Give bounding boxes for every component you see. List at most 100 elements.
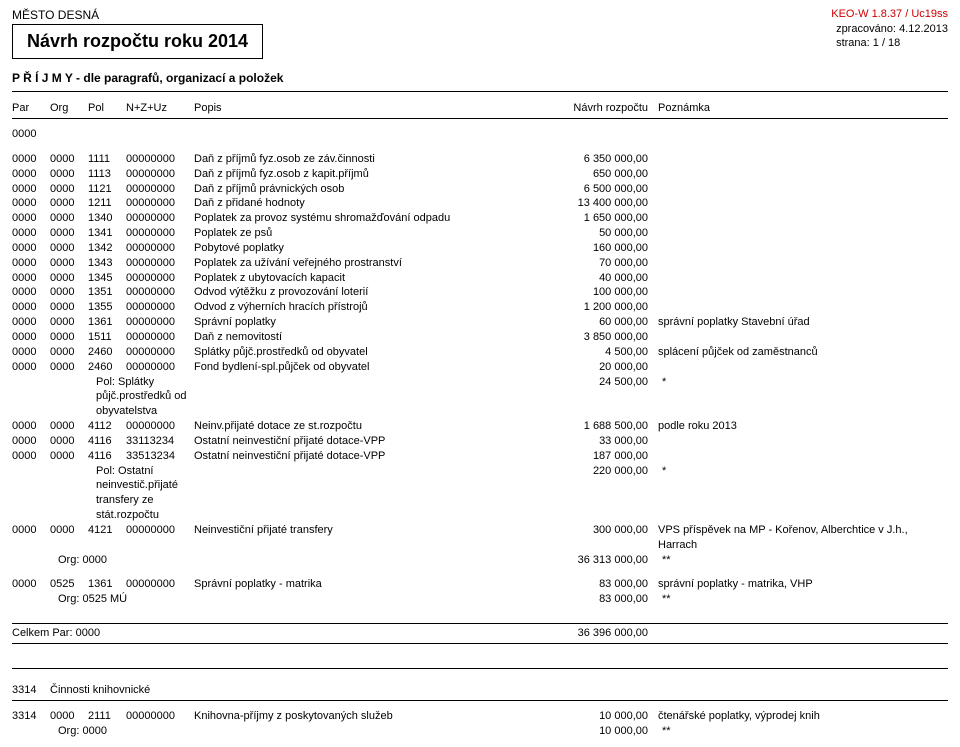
table-row: 00000525136100000000Správní poplatky - m… bbox=[12, 577, 948, 592]
cell-par: 0000 bbox=[12, 271, 50, 286]
section2-heading: 3314 Činnosti knihovnické bbox=[12, 683, 948, 698]
cell-pozn bbox=[658, 256, 948, 271]
cell-navrh: 650 000,00 bbox=[548, 167, 658, 182]
cell-org: 0000 bbox=[50, 152, 88, 167]
cell-org: 0000 bbox=[50, 315, 88, 330]
section-heading: P Ř Í J M Y - dle paragrafů, organizací … bbox=[12, 71, 948, 85]
cell-par: 0000 bbox=[12, 523, 50, 553]
cell-nz: 00000000 bbox=[126, 196, 194, 211]
cell-nz: 00000000 bbox=[126, 709, 194, 724]
subtotal-org3-star: ** bbox=[658, 724, 948, 739]
cell-par: 3314 bbox=[12, 709, 50, 724]
subtotal-org2-popis: 0525 MÚ bbox=[82, 593, 127, 605]
zprac-label: zpracováno: bbox=[836, 23, 896, 35]
cell-pol: 1361 bbox=[88, 577, 126, 592]
cell-org: 0000 bbox=[50, 300, 88, 315]
cell-pozn: správní poplatky Stavební úřad bbox=[658, 315, 948, 330]
cell-nz: 00000000 bbox=[126, 226, 194, 241]
cell-pol: 1340 bbox=[88, 211, 126, 226]
cell-popis: Daň z příjmů fyz.osob ze záv.činnosti bbox=[194, 152, 548, 167]
col-par: Par bbox=[12, 102, 50, 114]
cell-navrh: 3 850 000,00 bbox=[548, 330, 658, 345]
cell-navrh: 187 000,00 bbox=[548, 449, 658, 464]
cell-org: 0000 bbox=[50, 449, 88, 464]
header-top: MĚSTO DESNÁ KEO-W 1.8.37 / Uc19ss bbox=[12, 8, 948, 22]
cell-pozn bbox=[658, 271, 948, 286]
cell-pozn bbox=[658, 196, 948, 211]
divider-celkem-bottom bbox=[12, 643, 948, 644]
subtotal-org1-navrh: 36 313 000,00 bbox=[548, 553, 658, 568]
cell-pozn: čtenářské poplatky, výprodej knih bbox=[658, 709, 948, 724]
cell-pol: 4116 bbox=[88, 449, 126, 464]
cell-popis: Daň z příjmů fyz.osob z kapit.příjmů bbox=[194, 167, 548, 182]
title-box: Návrh rozpočtu roku 2014 bbox=[12, 24, 263, 59]
cell-nz: 00000000 bbox=[126, 182, 194, 197]
cell-navrh: 20 000,00 bbox=[548, 360, 658, 375]
cell-popis: Odvod výtěžku z provozování loterií bbox=[194, 285, 548, 300]
cell-org: 0000 bbox=[50, 167, 88, 182]
cell-nz: 00000000 bbox=[126, 152, 194, 167]
cell-navrh: 1 650 000,00 bbox=[548, 211, 658, 226]
cell-pol: 1111 bbox=[88, 152, 126, 167]
cell-org: 0000 bbox=[50, 211, 88, 226]
table-row: 00000000412100000000Neinvestiční přijaté… bbox=[12, 523, 948, 553]
celkem-par-row: Celkem Par: 0000 36 396 000,00 bbox=[12, 626, 948, 641]
cell-par: 0000 bbox=[12, 315, 50, 330]
cell-par: 0000 bbox=[12, 211, 50, 226]
cell-nz: 00000000 bbox=[126, 271, 194, 286]
cell-pozn bbox=[658, 330, 948, 345]
cell-pozn bbox=[658, 449, 948, 464]
cell-popis: Daň z nemovitostí bbox=[194, 330, 548, 345]
col-org: Org bbox=[50, 102, 88, 114]
cell-navrh: 1 688 500,00 bbox=[548, 419, 658, 434]
cell-pozn bbox=[658, 360, 948, 375]
cell-pozn bbox=[658, 152, 948, 167]
divider-sec2-top bbox=[12, 668, 948, 669]
cell-pol: 4112 bbox=[88, 419, 126, 434]
celkem-label: Celkem Par: bbox=[12, 627, 73, 639]
subtotal-pol1-label: Pol: bbox=[96, 376, 115, 388]
cell-nz: 00000000 bbox=[126, 360, 194, 375]
table-row: 00000000411633513234Ostatní neinvestiční… bbox=[12, 449, 948, 464]
cell-par: 0000 bbox=[12, 360, 50, 375]
cell-par: 0000 bbox=[12, 256, 50, 271]
subtotal-pol-2: Pol: Ostatní neinvestič.přijaté transfer… bbox=[12, 464, 948, 523]
cell-nz: 33513234 bbox=[126, 449, 194, 464]
table-row: 33140000211100000000Knihovna-příjmy z po… bbox=[12, 709, 948, 724]
cell-navrh: 50 000,00 bbox=[548, 226, 658, 241]
cell-nz: 00000000 bbox=[126, 241, 194, 256]
cell-par: 0000 bbox=[12, 182, 50, 197]
table-row: 00000000411200000000Neinv.přijaté dotace… bbox=[12, 419, 948, 434]
cell-nz: 00000000 bbox=[126, 577, 194, 592]
cell-par: 0000 bbox=[12, 449, 50, 464]
cell-popis: Poplatek za užívání veřejného prostranst… bbox=[194, 256, 548, 271]
cell-pol: 1121 bbox=[88, 182, 126, 197]
cell-popis: Knihovna-příjmy z poskytovaných služeb bbox=[194, 709, 548, 724]
cell-nz: 00000000 bbox=[126, 300, 194, 315]
cell-org: 0525 bbox=[50, 577, 88, 592]
keo-version: KEO-W 1.8.37 / Uc19ss bbox=[831, 8, 948, 20]
divider-header bbox=[12, 118, 948, 119]
cell-popis: Správní poplatky - matrika bbox=[194, 577, 548, 592]
subtotal-org3-popis: 0000 bbox=[82, 725, 106, 737]
table-row: 00000000134300000000Poplatek za užívání … bbox=[12, 256, 948, 271]
cell-navrh: 160 000,00 bbox=[548, 241, 658, 256]
table-row: 00000000136100000000Správní poplatky60 0… bbox=[12, 315, 948, 330]
cell-nz: 00000000 bbox=[126, 330, 194, 345]
cell-navrh: 83 000,00 bbox=[548, 577, 658, 592]
cell-par: 0000 bbox=[12, 196, 50, 211]
subtotal-org2-label: Org: bbox=[58, 593, 79, 605]
cell-navrh: 300 000,00 bbox=[548, 523, 658, 553]
subtotal-org1-label: Org: bbox=[58, 554, 79, 566]
cell-pozn: správní poplatky - matrika, VHP bbox=[658, 577, 948, 592]
rows-block-5: 33140000211100000000Knihovna-příjmy z po… bbox=[12, 709, 948, 724]
subtotal-org2-navrh: 83 000,00 bbox=[548, 592, 658, 607]
column-headers: Par Org Pol N+Z+Uz Popis Návrh rozpočtu … bbox=[12, 102, 948, 116]
cell-navrh: 10 000,00 bbox=[548, 709, 658, 724]
zprac-value: 4.12.2013 bbox=[899, 23, 948, 35]
cell-popis: Neinv.přijaté dotace ze st.rozpočtu bbox=[194, 419, 548, 434]
cell-par: 0000 bbox=[12, 419, 50, 434]
page-title: Návrh rozpočtu roku 2014 bbox=[27, 31, 248, 52]
table-row: 00000000134000000000Poplatek za provoz s… bbox=[12, 211, 948, 226]
strana-line: strana: 1 / 18 bbox=[836, 36, 948, 50]
